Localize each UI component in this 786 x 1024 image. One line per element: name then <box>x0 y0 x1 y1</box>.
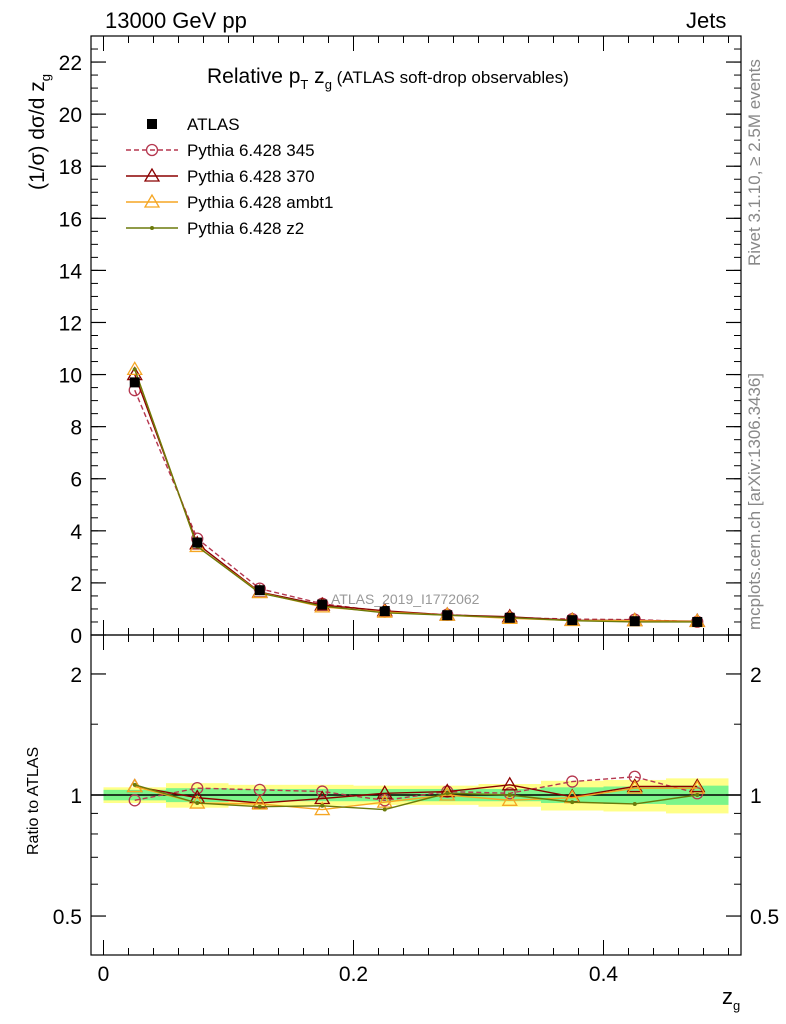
ratio-pythia-6-428-345-point <box>503 787 516 800</box>
x-tick-label: 0.4 <box>589 963 619 986</box>
ratio-pythia-6-428-z2-point <box>195 801 200 806</box>
ratio-pythia-6-428-z2-point <box>320 803 325 808</box>
legend-pythia-6-428-ambt1-marker <box>143 193 161 208</box>
legend-pythia-6-428-ambt1-label: Pythia 6.428 ambt1 <box>187 193 333 212</box>
main-y-tick-label: 10 <box>59 365 82 388</box>
series-atlas-point <box>192 537 203 548</box>
x-tick-label: 0 <box>98 963 110 986</box>
ratio-pythia-6-428-370-point <box>689 778 706 793</box>
legend-pythia-6-428-345-label: Pythia 6.428 345 <box>187 141 315 160</box>
legend-pythia-6-428-370-label: Pythia 6.428 370 <box>187 167 315 186</box>
ratio-pythia-6-428-ambt1-point <box>376 793 393 808</box>
ratio-pythia-6-428-345-point <box>316 785 329 798</box>
series-atlas-point <box>379 606 390 617</box>
header-energy-label: 13000 GeV pp <box>105 8 247 33</box>
series-atlas-point <box>567 615 578 626</box>
series-pythia-6-428-ambt1-line <box>134 369 698 623</box>
series-pythia-6-428-ambt1-point <box>126 361 143 376</box>
main-y-axis-label: (1/σ) dσ/d zg <box>26 74 53 190</box>
main-y-tick-label: 2 <box>70 573 82 596</box>
ratio-pythia-6-428-370-point <box>376 784 393 799</box>
legend-pythia-6-428-345-marker <box>145 143 159 157</box>
ratio-pythia-6-428-z2-point <box>695 793 700 797</box>
ratio-pythia-6-428-ambt1-line <box>134 785 698 811</box>
legend-pythia-6-428-z2-label: Pythia 6.428 z2 <box>187 219 304 238</box>
ratio-pythia-6-428-345-point <box>128 794 141 807</box>
ratio-pythia-6-428-345-point <box>191 782 204 795</box>
series-atlas-point <box>317 599 328 610</box>
main-y-tick-label: 6 <box>70 469 82 492</box>
legend-pythia-6-428-z2-marker <box>150 226 154 230</box>
ratio-pythia-6-428-z2-point <box>570 800 575 805</box>
series-atlas-point <box>629 616 640 627</box>
main-y-tick-label: 14 <box>59 260 83 283</box>
legend-atlas-label: ATLAS <box>187 115 240 134</box>
chart-title: Relative pT zg (ATLAS soft-drop observab… <box>207 65 569 92</box>
ratio-pythia-6-428-345-line <box>134 776 698 802</box>
series-pythia-6-428-z2-point <box>132 367 137 372</box>
ratio-pythia-6-428-ambt1-point <box>314 801 331 816</box>
series-pythia-6-428-345-line <box>134 389 698 623</box>
series-pythia-6-428-370-line <box>134 374 698 622</box>
legend-pythia-6-428-370-marker <box>143 167 161 182</box>
ratio-pythia-6-428-z2-point <box>257 804 262 809</box>
header-process-label: Jets <box>686 8 727 33</box>
ratio-pythia-6-428-370-point <box>439 783 456 798</box>
series-atlas-point <box>254 585 265 596</box>
ratio-pythia-6-428-ambt1-point <box>251 795 268 810</box>
ratio-y-axis-label: Ratio to ATLAS <box>25 747 42 855</box>
ratio-pythia-6-428-z2-line <box>134 784 698 811</box>
main-y-tick-label: 8 <box>70 417 82 440</box>
main-y-tick-label: 0 <box>70 625 82 648</box>
ratio-pythia-6-428-345-point <box>566 775 579 788</box>
ratio-pythia-6-428-z2-point <box>445 791 450 796</box>
legend-atlas-marker <box>147 119 157 129</box>
main-y-tick-label: 4 <box>70 521 82 544</box>
series-atlas-point <box>504 612 515 623</box>
ratio-y-tick-label: 0.5 <box>53 906 82 929</box>
ratio-pythia-6-428-z2-point <box>382 807 387 812</box>
series-pythia-6-428-z2-line <box>134 369 698 623</box>
ratio-y-tick-label-right: 0.5 <box>750 906 779 929</box>
main-y-tick-label: 18 <box>59 156 82 179</box>
analysis-watermark: ATLAS_2019_I1772062 <box>331 591 480 607</box>
ratio-pythia-6-428-ambt1-point <box>501 792 518 806</box>
ratio-pythia-6-428-ambt1-point <box>626 779 643 794</box>
ratio-pythia-6-428-z2-point <box>632 801 637 806</box>
ratio-y-tick-label: 2 <box>70 664 82 687</box>
ratio-pythia-6-428-370-line <box>134 784 698 804</box>
ratio-pythia-6-428-z2-point <box>507 793 512 797</box>
main-y-tick-label: 16 <box>59 208 82 231</box>
ratio-y-tick-label-right: 1 <box>750 785 762 808</box>
ratio-pythia-6-428-370-point <box>501 776 518 791</box>
main-y-tick-label: 20 <box>59 104 82 127</box>
main-y-tick-label: 22 <box>59 52 82 75</box>
ratio-pythia-6-428-z2-point <box>132 782 137 787</box>
main-y-tick-label: 12 <box>59 312 82 335</box>
series-atlas-point <box>692 616 703 627</box>
x-tick-label: 0.2 <box>339 963 368 986</box>
ratio-y-tick-label-right: 2 <box>750 664 762 687</box>
ratio-pythia-6-428-370-point <box>626 778 643 793</box>
series-atlas-point <box>442 610 453 621</box>
ratio-y-tick-label: 1 <box>70 785 82 808</box>
series-atlas-point <box>129 377 140 388</box>
x-axis-label: zg <box>722 984 740 1013</box>
